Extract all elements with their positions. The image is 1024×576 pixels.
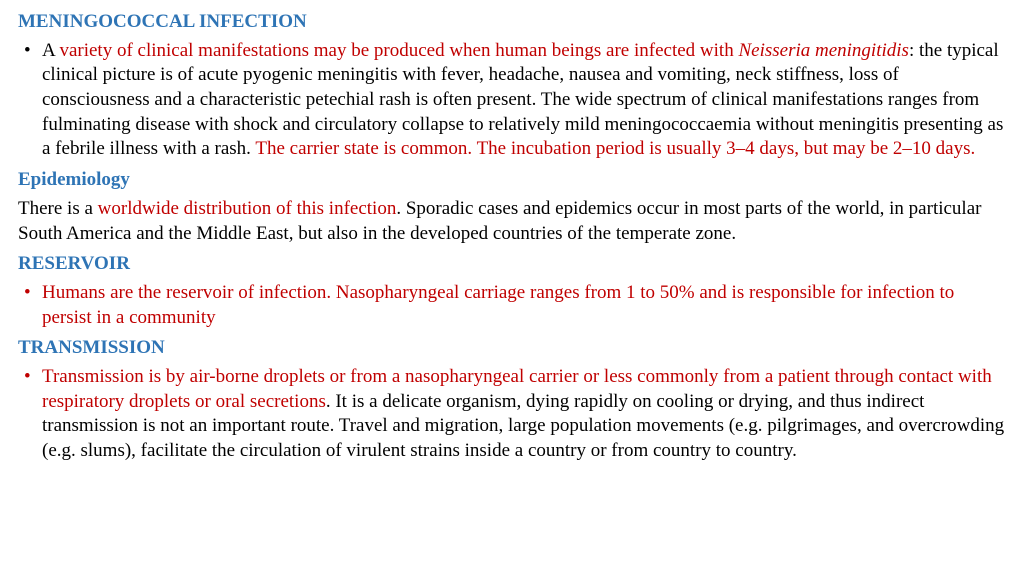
epi-red: worldwide distribution of this infection: [98, 198, 397, 219]
intro-organism: Neisseria meningitidis: [738, 40, 908, 61]
reservoir-heading: RESERVOIR: [18, 252, 1006, 277]
reservoir-item: Humans are the reservoir of infection. N…: [18, 281, 1006, 330]
intro-prefix: A: [42, 40, 59, 61]
page-title: MENINGOCOCCAL INFECTION: [18, 10, 1006, 35]
transmission-item: Transmission is by air-borne droplets or…: [18, 365, 1006, 464]
epi-prefix: There is a: [18, 198, 98, 219]
epidemiology-heading: Epidemiology: [18, 168, 1006, 193]
epidemiology-para: There is a worldwide distribution of thi…: [18, 197, 1006, 246]
transmission-heading: TRANSMISSION: [18, 336, 1006, 361]
intro-item: A variety of clinical manifestations may…: [18, 39, 1006, 162]
intro-red-1: variety of clinical manifestations may b…: [59, 40, 738, 61]
intro-red-2: The carrier state is common. The incubat…: [255, 138, 975, 159]
reservoir-red-1: Humans are the reservoir of infection: [42, 282, 326, 303]
